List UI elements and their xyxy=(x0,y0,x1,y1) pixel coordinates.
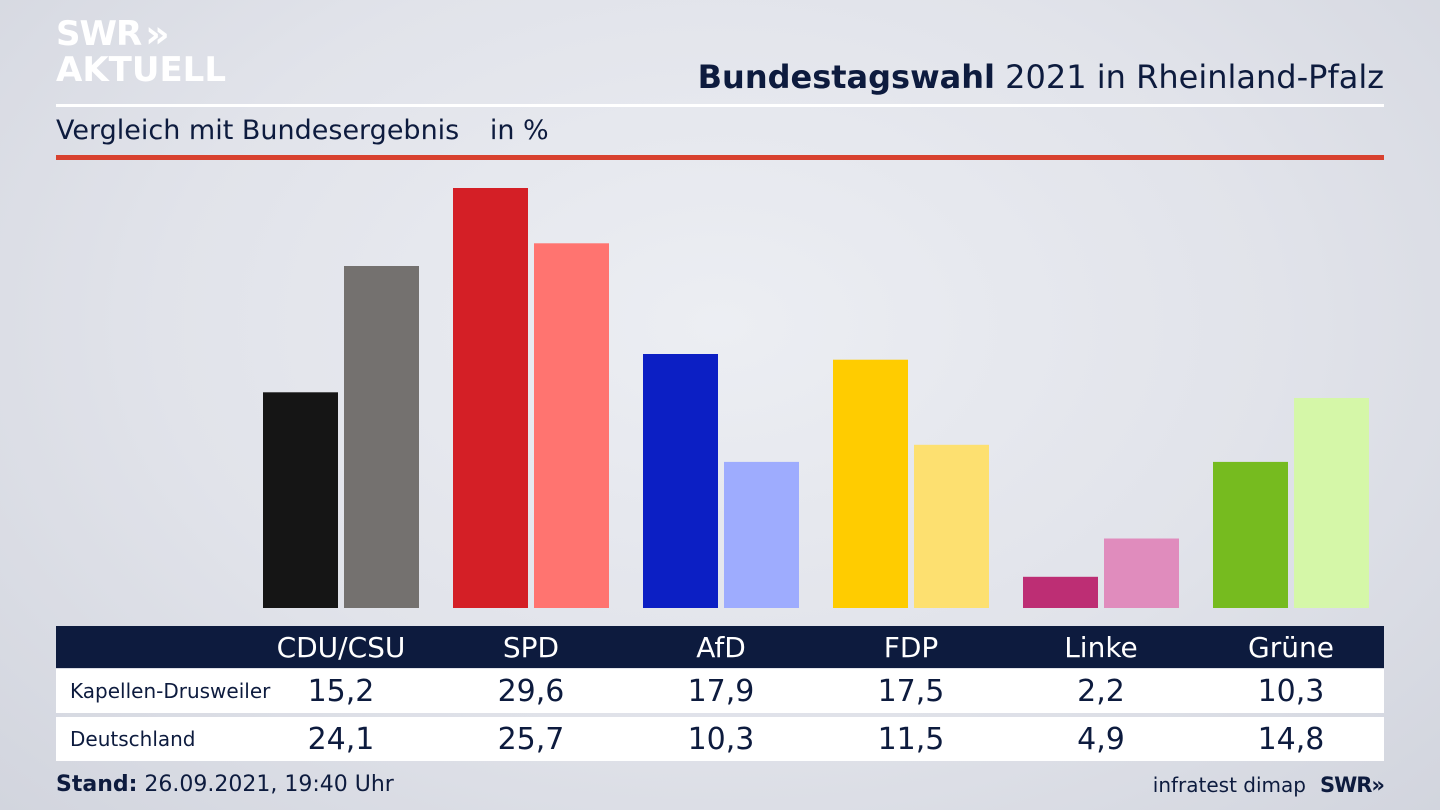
bar-afd-deutschland xyxy=(724,461,799,608)
swr-aktuell-logo: SWR » AKTUELL xyxy=(56,14,227,90)
bar-gruene-deutschland xyxy=(1294,398,1369,608)
table-row-national: Deutschland 24,1 25,7 10,3 11,5 4,9 14,8 xyxy=(56,717,1384,761)
title-rest: 2021 in Rheinland-Pfalz xyxy=(1005,58,1384,96)
column-header-afd: AfD xyxy=(696,630,746,664)
column-header-spd: SPD xyxy=(502,630,560,664)
bar-cdu-csu-kapellen-drusweiler xyxy=(263,392,338,608)
title-divider xyxy=(56,104,1384,107)
column-header-cdu-csu: CDU/CSU xyxy=(276,630,406,664)
row-label-national: Deutschland xyxy=(70,727,196,751)
value-fdp-deutschland: 11,5 xyxy=(877,721,945,757)
value-cdu-csu-deutschland: 24,1 xyxy=(307,721,375,757)
logo-swr-text: SWR xyxy=(56,14,142,54)
logo-aktuell-text: AKTUELL xyxy=(56,50,227,90)
bar-spd-kapellen-drusweiler xyxy=(453,188,528,608)
value-linke-kapellen-drusweiler: 2,2 xyxy=(1077,673,1125,709)
bar-spd-deutschland xyxy=(534,243,609,609)
value-spd-kapellen-drusweiler: 29,6 xyxy=(497,673,565,709)
table-row-local: Kapellen-Drusweiler 15,2 29,6 17,9 17,5 2,2 1… xyxy=(56,669,1384,713)
value-spd-deutschland: 25,7 xyxy=(497,721,565,757)
bar-linke-deutschland xyxy=(1104,538,1179,608)
subtitle-unit: in % xyxy=(489,115,549,146)
column-header-fdp: FDP xyxy=(883,630,939,664)
value-afd-kapellen-drusweiler: 17,9 xyxy=(687,673,755,709)
stand-label: Stand: xyxy=(56,772,138,797)
bar-gruene-kapellen-drusweiler xyxy=(1213,461,1288,608)
footer-credits: infratest dimap SWR» xyxy=(1152,773,1385,797)
source-label: infratest dimap xyxy=(1152,773,1306,797)
results-table-header: CDU/CSU SPD AfD FDP Linke Grüne xyxy=(56,626,1384,668)
title-bold: Bundestagswahl xyxy=(697,58,995,96)
row-label-local: Kapellen-Drusweiler xyxy=(70,679,271,703)
subtitle-text: Vergleich mit Bundesergebnis xyxy=(56,115,460,146)
stand-value: 26.09.2021, 19:40 Uhr xyxy=(144,772,394,797)
chart-subtitle: Vergleich mit Bundesergebnis in % xyxy=(56,115,549,146)
value-gruene-kapellen-drusweiler: 10,3 xyxy=(1257,673,1325,709)
timestamp: Stand: 26.09.2021, 19:40 Uhr xyxy=(56,772,394,797)
value-gruene-deutschland: 14,8 xyxy=(1257,721,1325,757)
accent-divider xyxy=(56,155,1384,160)
bar-linke-kapellen-drusweiler xyxy=(1023,576,1098,608)
column-header-linke: Linke xyxy=(1064,630,1138,664)
swr-brand-icon: SWR» xyxy=(1319,773,1385,797)
page-title: Bundestagswahl 2021 in Rheinland-Pfalz xyxy=(698,58,1384,96)
bar-afd-kapellen-drusweiler xyxy=(643,354,718,608)
value-linke-deutschland: 4,9 xyxy=(1077,721,1125,757)
bar-cdu-csu-deutschland xyxy=(344,266,419,608)
bar-fdp-kapellen-drusweiler xyxy=(833,359,908,608)
column-header-gruene: Grüne xyxy=(1248,630,1334,664)
value-fdp-kapellen-drusweiler: 17,5 xyxy=(877,673,945,709)
value-afd-deutschland: 10,3 xyxy=(687,721,755,757)
value-cdu-csu-kapellen-drusweiler: 15,2 xyxy=(307,673,375,709)
bar-fdp-deutschland xyxy=(914,444,989,608)
